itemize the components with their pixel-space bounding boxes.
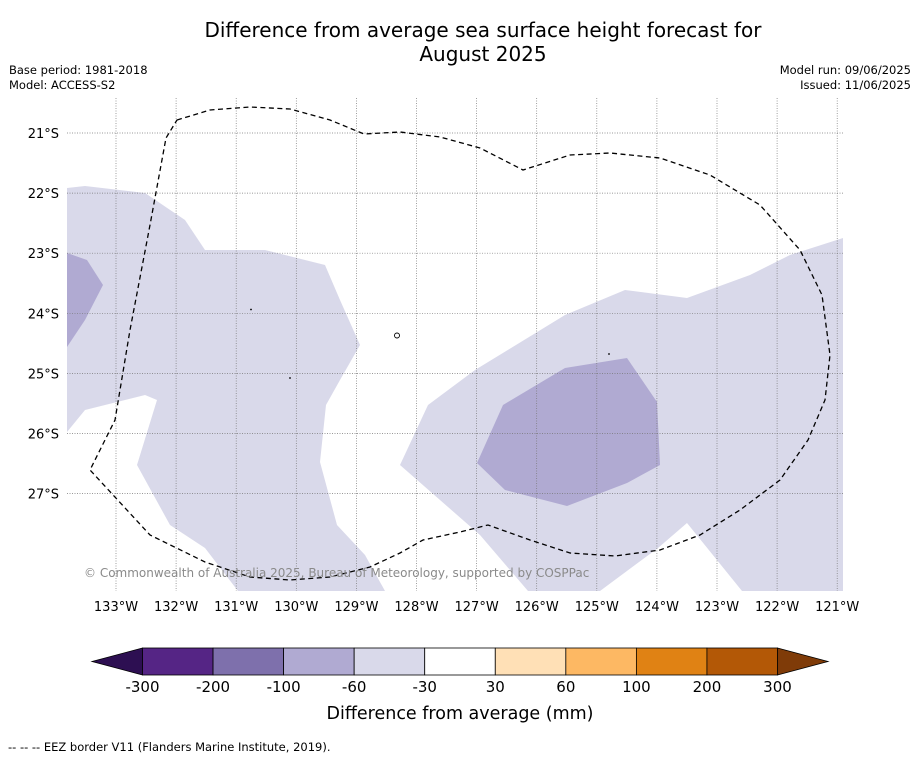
longitude-label: 122°W <box>755 600 799 615</box>
model-name: Model: ACCESS-S2 <box>9 78 116 92</box>
chart-title: Difference from average sea surface heig… <box>0 18 919 66</box>
latitude-label: 26°S <box>28 428 59 443</box>
eez-footnote: -- -- -- EEZ border V11 (Flanders Marine… <box>8 740 331 754</box>
latitude-label: 23°S <box>28 247 59 262</box>
model-run: Model run: 09/06/2025 <box>779 63 911 77</box>
longitude-label: 130°W <box>274 600 318 615</box>
colorbar-swatches <box>90 647 830 676</box>
longitude-label: 121°W <box>815 600 859 615</box>
colorbar-tick-label: -100 <box>267 678 301 696</box>
title-line-2: August 2025 <box>419 42 547 66</box>
island-2 <box>250 308 252 311</box>
colorbar-swatch <box>565 647 637 676</box>
colorbar-tick-labels: -300 -200 -100 -60 -30 30 60 100 200 300 <box>125 678 791 696</box>
colorbar-tick-label: -200 <box>196 678 230 696</box>
meta-left: Base period: 1981-2018 Model: ACCESS-S2 <box>9 63 148 93</box>
colorbar-swatch <box>212 647 285 676</box>
issued-date: Issued: 11/06/2025 <box>800 78 911 92</box>
anomaly-core-east <box>477 358 660 506</box>
colorbar-tick-label: -300 <box>125 678 159 696</box>
eez-border <box>89 106 831 581</box>
longitude-label: 133°W <box>94 600 138 615</box>
longitude-label: 129°W <box>334 600 378 615</box>
latitude-label: 24°S <box>28 307 59 322</box>
longitude-label: 128°W <box>394 600 438 615</box>
base-period: Base period: 1981-2018 <box>9 63 148 77</box>
latitude-label: 21°S <box>28 127 59 142</box>
colorbar-tick-label: 300 <box>763 678 792 696</box>
colorbar-tick-label: -30 <box>412 678 437 696</box>
colorbar-swatch <box>283 647 355 676</box>
map-plot-area: © Commonwealth of Australia 2025, Bureau… <box>67 98 843 591</box>
colorbar-extend-max <box>777 647 830 676</box>
island-3 <box>289 377 291 379</box>
graticule <box>67 98 843 591</box>
meta-right: Model run: 09/06/2025 Issued: 11/06/2025 <box>780 63 911 93</box>
latitude-labels: 21°S 22°S 23°S 24°S 25°S 26°S 27°S <box>28 127 59 503</box>
colorbar-tick-label: 200 <box>693 678 722 696</box>
colorbar-extend-min <box>90 647 143 676</box>
latitude-label: 27°S <box>28 488 59 503</box>
anomaly-core-west <box>67 253 103 347</box>
anomaly-band-west <box>67 186 385 591</box>
colorbar-swatch <box>706 647 778 676</box>
colorbar-swatch <box>142 647 214 676</box>
colorbar: -300 -200 -100 -60 -30 30 60 100 200 300 Differen… <box>90 647 830 724</box>
colorbar-tick-label: 100 <box>622 678 651 696</box>
colorbar-swatch <box>494 647 567 676</box>
longitude-label: 123°W <box>695 600 739 615</box>
islands <box>250 308 610 379</box>
longitude-label: 125°W <box>575 600 619 615</box>
longitude-label: 131°W <box>214 600 258 615</box>
longitude-label: 124°W <box>635 600 679 615</box>
latitude-label: 22°S <box>28 187 59 202</box>
colorbar-tick-label: 30 <box>486 678 505 696</box>
colorbar-tick-label: -60 <box>342 678 367 696</box>
longitude-label: 127°W <box>455 600 499 615</box>
title-line-1: Difference from average sea surface heig… <box>204 18 762 42</box>
colorbar-title: Difference from average (mm) <box>326 704 593 724</box>
colorbar-tick-label: 60 <box>556 678 575 696</box>
colorbar-swatch <box>635 647 708 676</box>
island-1 <box>394 332 400 339</box>
island-4 <box>608 353 610 355</box>
copyright-text: © Commonwealth of Australia 2025, Bureau… <box>84 566 589 580</box>
longitude-label: 126°W <box>515 600 559 615</box>
longitude-labels: 133°W 132°W 131°W 130°W 129°W 128°W 127°W 126°W… <box>94 600 860 615</box>
colorbar-swatch <box>353 647 426 676</box>
latitude-label: 25°S <box>28 367 59 382</box>
colorbar-swatch <box>424 647 496 676</box>
longitude-label: 132°W <box>154 600 198 615</box>
anomaly-fields <box>67 186 843 591</box>
